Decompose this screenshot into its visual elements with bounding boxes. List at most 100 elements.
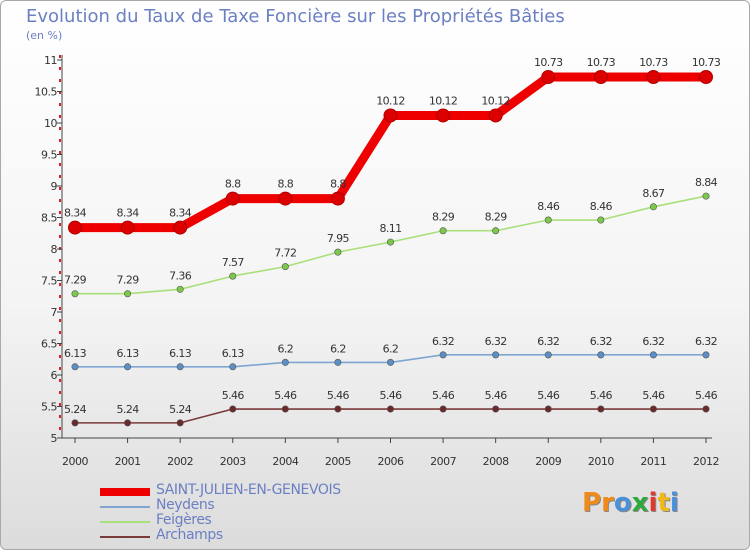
- data-point: [439, 351, 447, 359]
- data-point: [597, 405, 605, 413]
- legend-label: SAINT-JULIEN-EN-GENEVOIS: [156, 482, 341, 498]
- data-point: [649, 405, 657, 413]
- x-tick-label: 2011: [640, 455, 666, 468]
- data-point: [173, 220, 188, 235]
- y-tick-label: 10.5: [35, 86, 58, 99]
- logo-letter: r: [601, 488, 614, 518]
- data-point: [492, 405, 500, 413]
- legend-item-archamps[interactable]: Archamps: [100, 527, 430, 544]
- data-label: 10.73: [692, 56, 721, 69]
- data-point: [386, 358, 394, 366]
- legend-item-saint-julien[interactable]: SAINT-JULIEN-EN-GENEVOIS: [100, 482, 430, 499]
- legend-swatch: [100, 488, 150, 496]
- legend-swatch: [100, 521, 150, 523]
- data-point: [544, 351, 552, 359]
- legend-swatch: [100, 506, 150, 508]
- data-label: 10.12: [481, 94, 510, 107]
- data-label: 8.29: [432, 211, 455, 224]
- x-tick-label: 2001: [115, 455, 141, 468]
- data-label: 6.32: [537, 335, 559, 348]
- y-tick-label: 8: [51, 243, 58, 256]
- data-label: 8.34: [64, 207, 87, 220]
- data-label: 5.46: [274, 389, 297, 402]
- data-label: 8.84: [695, 176, 718, 189]
- data-label: 8.67: [642, 187, 665, 200]
- data-point: [702, 351, 710, 359]
- data-point: [699, 70, 713, 85]
- data-label: 7.36: [169, 269, 192, 282]
- y-tick-label: 10: [44, 117, 57, 130]
- data-point: [124, 290, 132, 298]
- data-label: 5.24: [64, 403, 87, 416]
- data-point: [281, 358, 289, 366]
- x-tick-label: 2002: [167, 455, 193, 468]
- y-tick-label: 5.5: [41, 401, 57, 414]
- y-tick-label: 9: [51, 180, 58, 193]
- data-label: 8.34: [117, 207, 140, 220]
- data-point: [488, 108, 503, 123]
- data-label: 8.8: [330, 178, 346, 191]
- data-point: [492, 227, 500, 235]
- data-point: [597, 351, 605, 359]
- data-point: [386, 238, 394, 246]
- data-label: 5.24: [117, 403, 140, 416]
- data-label: 10.73: [587, 56, 616, 69]
- data-label: 6.13: [117, 347, 140, 360]
- data-point: [334, 405, 342, 413]
- data-label: 8.8: [277, 178, 293, 191]
- data-label: 6.32: [485, 335, 507, 348]
- data-label: 7.95: [327, 232, 350, 245]
- legend-label: Feigères: [156, 512, 212, 528]
- data-label: 6.32: [695, 335, 717, 348]
- proxiti-logo[interactable]: Proxiti: [582, 488, 679, 518]
- legend-item-feigeres[interactable]: Feigères: [100, 512, 430, 529]
- data-point: [71, 363, 79, 371]
- data-label: 5.46: [537, 389, 560, 402]
- data-label: 6.13: [169, 347, 192, 360]
- x-tick-label: 2000: [62, 455, 88, 468]
- data-point: [597, 216, 605, 224]
- data-label: 5.46: [222, 389, 245, 402]
- data-point: [225, 191, 240, 206]
- data-point: [649, 203, 657, 211]
- logo-letter: t: [657, 488, 670, 518]
- data-label: 5.46: [432, 389, 455, 402]
- x-tick-label: 2007: [430, 455, 456, 468]
- data-label: 6.2: [277, 342, 293, 355]
- data-point: [544, 216, 552, 224]
- legend-label: Neydens: [156, 497, 215, 513]
- data-point: [334, 358, 342, 366]
- data-point: [71, 419, 79, 427]
- chart-title: Evolution du Taux de Taxe Foncière sur l…: [26, 6, 565, 27]
- data-point: [330, 191, 345, 206]
- data-label: 6.2: [330, 342, 346, 355]
- data-label: 8.11: [379, 222, 401, 235]
- logo-letter: i: [669, 488, 679, 518]
- data-label: 6.13: [64, 347, 87, 360]
- data-label: 5.46: [327, 389, 350, 402]
- data-label: 7.29: [117, 274, 140, 287]
- data-label: 6.13: [222, 347, 245, 360]
- data-point: [229, 272, 237, 280]
- data-point: [383, 108, 398, 123]
- legend-item-neydens[interactable]: Neydens: [100, 497, 430, 514]
- data-point: [281, 405, 289, 413]
- data-label: 5.46: [590, 389, 613, 402]
- x-tick-label: 2010: [588, 455, 614, 468]
- data-label: 5.46: [642, 389, 665, 402]
- data-label: 10.73: [534, 56, 563, 69]
- data-label: 7.29: [64, 274, 87, 287]
- logo-letter: i: [648, 488, 658, 518]
- y-tick-label: 9.5: [41, 149, 57, 162]
- data-label: 8.8: [225, 178, 241, 191]
- data-label: 8.46: [590, 200, 613, 213]
- x-tick-label: 2009: [535, 455, 561, 468]
- y-tick-label: 5: [51, 432, 58, 445]
- logo-letter: o: [613, 488, 632, 518]
- data-point: [702, 405, 710, 413]
- y-tick-label: 6: [51, 369, 58, 382]
- chart-unit-label: (en %): [26, 29, 63, 42]
- data-point: [649, 351, 657, 359]
